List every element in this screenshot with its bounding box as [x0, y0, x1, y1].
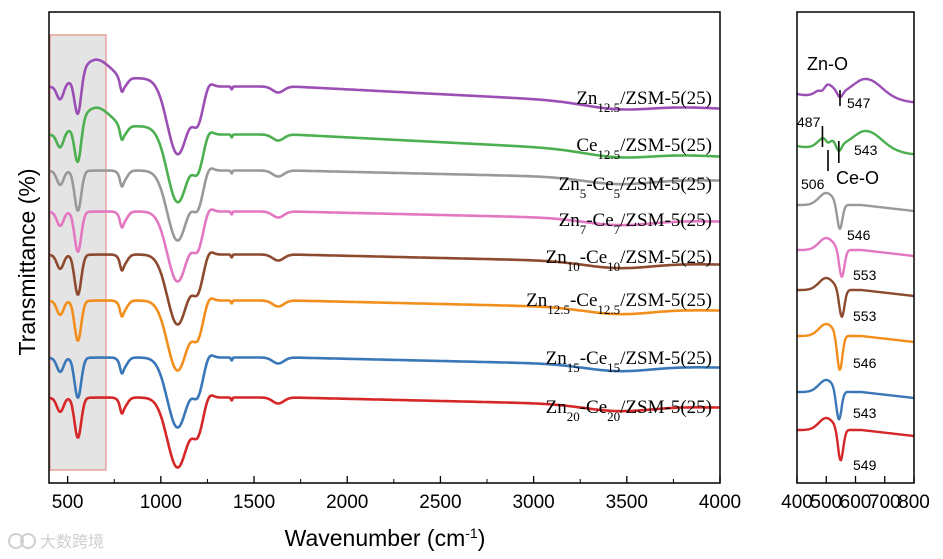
series-label-zn5-ce5-zsm-5-25: Zn5-Ce5/ZSM-5(25)	[559, 174, 712, 201]
series-label-zn7-ce7-zsm-5-25-part: Zn	[559, 210, 581, 231]
main-x-tick-label: 2500	[419, 492, 461, 513]
inset-line-zn12-5-ce12-5-zsm-5-25	[796, 322, 915, 371]
series-label-zn12-5-ce12-5-zsm-5-25-part: -Ce	[570, 290, 597, 311]
series-label-ce12-5-zsm-5-25-part: 12.5	[597, 147, 620, 162]
y-axis-title: Transmittance (%)	[14, 168, 40, 355]
peak-label-zn5-ce5-zsm-5-25-546: 546	[847, 227, 871, 243]
band-label-zn-o: Zn-O	[807, 54, 848, 74]
inset-x-tick-label: 800	[898, 492, 930, 513]
series-label-zn12-5-ce12-5-zsm-5-25-part: Zn	[526, 290, 548, 311]
series-label-zn15-ce15-zsm-5-25-part: Zn	[546, 348, 568, 369]
main-panel: Zn20-Ce20/ZSM-5(25)Zn15-Ce15/ZSM-5(25)Zn…	[14, 11, 741, 551]
series-label-zn20-ce20-zsm-5-25-part: Zn	[546, 397, 568, 418]
series-label-zn15-ce15-zsm-5-25-part: -Ce	[580, 348, 607, 369]
peak-label-zn12-5-zsm-5-25-547: 547	[847, 95, 871, 111]
series-label-ce12-5-zsm-5-25: Ce12.5/ZSM-5(25)	[576, 135, 712, 162]
peak-label-zn12-5-ce12-5-zsm-5-25-546: 546	[853, 355, 877, 371]
series-label-zn10-ce10-zsm-5-25-part: Zn	[546, 247, 568, 268]
series-label-zn7-ce7-zsm-5-25: Zn7-Ce7/ZSM-5(25)	[559, 210, 712, 237]
main-plot-frame	[48, 11, 721, 484]
series-label-zn20-ce20-zsm-5-25-part: 20	[567, 409, 580, 424]
peak-label-zn20-ce20-zsm-5-25-549: 549	[853, 457, 877, 473]
series-label-zn7-ce7-zsm-5-25-part: -Ce	[586, 210, 613, 231]
series-label-zn10-ce10-zsm-5-25-part: 10	[567, 259, 580, 274]
inset-line-zn10-ce10-zsm-5-25	[796, 276, 915, 318]
series-label-zn12-5-ce12-5-zsm-5-25: Zn12.5-Ce12.5/ZSM-5(25)	[526, 290, 712, 317]
inset-line-zn7-ce7-zsm-5-25	[796, 236, 915, 278]
main-x-tick-label: 500	[52, 492, 84, 513]
series-label-zn12-5-zsm-5-25-part: Zn	[576, 88, 598, 109]
series-label-zn5-ce5-zsm-5-25-part: -Ce	[586, 174, 613, 195]
main-x-tick-label: 1000	[140, 492, 182, 513]
x-axis-title-end: )	[478, 525, 486, 551]
series-label-zn10-ce10-zsm-5-25-part: /ZSM-5(25)	[620, 247, 712, 268]
spectrum-line-zn12-5-zsm-5-25	[49, 58, 720, 156]
series-label-ce12-5-zsm-5-25-part: Ce	[576, 135, 597, 156]
watermark-logo-icon	[8, 533, 24, 549]
series-label-zn20-ce20-zsm-5-25-part: /ZSM-5(25)	[620, 397, 712, 418]
watermark-text: 大数跨境	[40, 532, 104, 551]
main-x-tick-label: 4000	[699, 492, 741, 513]
inset-line-zn5-ce5-zsm-5-25	[796, 191, 915, 230]
main-x-tick-label: 3000	[512, 492, 554, 513]
spectrum-line-zn15-ce15-zsm-5-25	[49, 354, 720, 429]
series-label-zn5-ce5-zsm-5-25-part: 5	[580, 186, 587, 201]
spectrum-line-zn10-ce10-zsm-5-25	[49, 251, 720, 326]
spectrum-line-zn12-5-ce12-5-zsm-5-25	[49, 297, 720, 372]
inset-panel: 487 547 506 543 546 553 553 546 543 549 Zn-O Ce-O 40…	[781, 11, 930, 513]
series-label-zn20-ce20-zsm-5-25-part: -Ce	[580, 397, 607, 418]
inset-x-tick-label: 700	[869, 492, 901, 513]
inset-x-tick-label: 400	[781, 492, 813, 513]
watermark: 大数跨境	[8, 532, 104, 551]
inset-line-ce12-5-zsm-5-25	[796, 129, 915, 156]
series-label-zn10-ce10-zsm-5-25: Zn10-Ce10/ZSM-5(25)	[546, 247, 712, 274]
inset-x-tick-label: 500	[810, 492, 842, 513]
series-label-zn12-5-ce12-5-zsm-5-25-part: 12.5	[547, 302, 570, 317]
peak-label-zn12-5-zsm-5-25-487: 487	[797, 114, 821, 130]
series-label-zn7-ce7-zsm-5-25-part: /ZSM-5(25)	[620, 210, 712, 231]
series-label-zn10-ce10-zsm-5-25-part: 10	[607, 259, 620, 274]
spectrum-line-ce12-5-zsm-5-25	[49, 106, 720, 204]
series-label-zn10-ce10-zsm-5-25-part: -Ce	[580, 247, 607, 268]
x-axis-title-sup: -1	[465, 525, 478, 541]
series-label-zn12-5-zsm-5-25-part: 12.5	[597, 100, 620, 115]
peak-label-zn15-ce15-zsm-5-25-543: 543	[853, 405, 877, 421]
peak-label-ce12-5-zsm-5-25-543: 543	[854, 142, 878, 158]
peak-label-ce12-5-zsm-5-25-506: 506	[801, 176, 825, 192]
series-label-zn12-5-zsm-5-25-part: /ZSM-5(25)	[620, 88, 712, 109]
peak-label-zn10-ce10-zsm-5-25-553: 553	[853, 308, 877, 324]
x-axis-title-text: Wavenumber (cm	[285, 525, 466, 551]
main-x-tick-label: 3500	[606, 492, 648, 513]
x-axis-title: Wavenumber (cm-1)	[285, 525, 486, 551]
spectrum-line-zn5-ce5-zsm-5-25	[49, 167, 720, 242]
series-label-zn20-ce20-zsm-5-25: Zn20-Ce20/ZSM-5(25)	[546, 397, 712, 424]
series-label-zn12-5-zsm-5-25: Zn12.5/ZSM-5(25)	[576, 88, 712, 115]
peak-label-zn7-ce7-zsm-5-25-553: 553	[853, 267, 877, 283]
series-label-zn15-ce15-zsm-5-25-part: 15	[607, 360, 620, 375]
series-label-zn15-ce15-zsm-5-25: Zn15-Ce15/ZSM-5(25)	[546, 348, 712, 375]
main-x-tick-label: 2000	[326, 492, 368, 513]
series-label-zn7-ce7-zsm-5-25-part: 7	[580, 222, 587, 237]
series-label-zn12-5-ce12-5-zsm-5-25-part: 12.5	[597, 302, 620, 317]
series-label-zn5-ce5-zsm-5-25-part: /ZSM-5(25)	[620, 174, 712, 195]
spectrum-line-zn20-ce20-zsm-5-25	[49, 394, 720, 469]
band-label-ce-o: Ce-O	[836, 168, 879, 188]
inset-line-zn15-ce15-zsm-5-25	[796, 378, 915, 421]
series-label-zn5-ce5-zsm-5-25-part: Zn	[559, 174, 581, 195]
series-label-zn15-ce15-zsm-5-25-part: /ZSM-5(25)	[620, 348, 712, 369]
series-label-zn20-ce20-zsm-5-25-part: 20	[607, 409, 620, 424]
series-label-zn5-ce5-zsm-5-25-part: 5	[614, 186, 621, 201]
series-label-zn7-ce7-zsm-5-25-part: 7	[614, 222, 621, 237]
inset-x-tick-label: 600	[840, 492, 872, 513]
inset-line-zn12-5-zsm-5-25	[796, 77, 915, 104]
series-label-ce12-5-zsm-5-25-part: /ZSM-5(25)	[620, 135, 712, 156]
series-label-zn15-ce15-zsm-5-25-part: 15	[567, 360, 580, 375]
watermark-logo-icon-2	[20, 533, 36, 549]
series-label-zn12-5-ce12-5-zsm-5-25-part: /ZSM-5(25)	[620, 290, 712, 311]
inset-line-zn20-ce20-zsm-5-25	[796, 416, 915, 462]
main-x-tick-label: 1500	[233, 492, 275, 513]
spectrum-line-zn7-ce7-zsm-5-25	[49, 208, 720, 283]
